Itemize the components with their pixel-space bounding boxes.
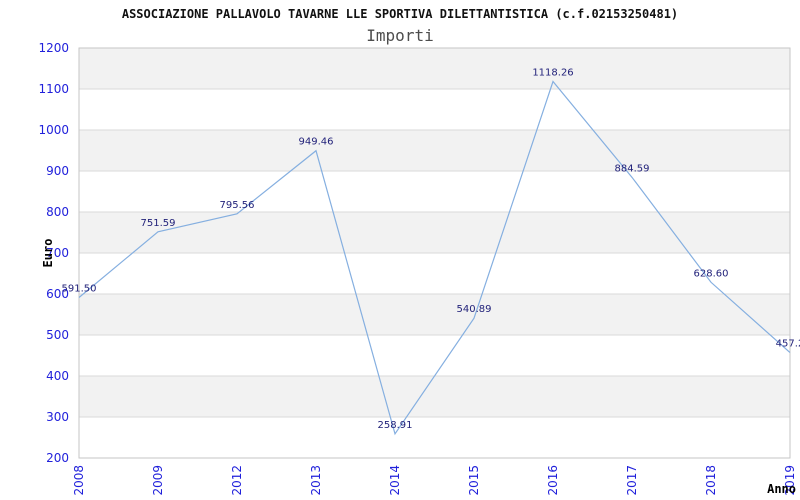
data-point-label: 751.59 — [141, 218, 176, 229]
plot-border — [78, 47, 791, 459]
x-tick-label: 2019 — [783, 465, 797, 496]
x-tick-label: 2015 — [467, 465, 481, 496]
y-tick-label: 800 — [46, 205, 69, 219]
y-tick-label: 500 — [46, 328, 69, 342]
x-tick-label: 2008 — [72, 465, 86, 496]
y-tick-label: 300 — [46, 410, 69, 424]
data-point-label: 1118.26 — [532, 68, 573, 79]
y-tick-label: 200 — [46, 451, 69, 465]
y-tick-label: 600 — [46, 287, 69, 301]
y-tick-label: 1100 — [38, 82, 69, 96]
plot-band — [79, 294, 790, 335]
plot-band — [79, 130, 790, 171]
x-axis-title: Anno — [767, 482, 796, 496]
data-point-label: 258.91 — [378, 420, 413, 431]
data-point-label: 457.2 — [776, 339, 800, 350]
data-point-label: 795.56 — [220, 200, 255, 211]
y-tick-label: 1000 — [38, 123, 69, 137]
chart-title: ASSOCIAZIONE PALLAVOLO TAVARNE LLE SPORT… — [121, 7, 679, 21]
x-tick-label: 2013 — [309, 465, 323, 496]
y-axis-title: Euro — [41, 239, 55, 268]
x-tick-label: 2016 — [546, 465, 560, 496]
plot-band — [79, 212, 790, 253]
data-line — [78, 80, 791, 436]
plot-band — [79, 48, 790, 89]
data-point-label: 884.59 — [615, 163, 650, 174]
x-tick-label: 2017 — [625, 465, 639, 496]
y-tick-label: 1200 — [38, 41, 69, 55]
x-tick-label: 2018 — [704, 465, 718, 496]
x-tick-label: 2014 — [388, 465, 402, 496]
data-point-label: 949.46 — [299, 137, 334, 148]
chart-subtitle: Importi — [366, 26, 434, 45]
y-tick-label: 900 — [46, 164, 69, 178]
x-tick-label: 2009 — [151, 465, 165, 496]
data-point-label: 540.89 — [457, 304, 492, 315]
plot-band — [79, 376, 790, 417]
y-tick-label: 400 — [46, 369, 69, 383]
data-point-label: 591.50 — [62, 283, 97, 294]
x-tick-label: 2012 — [230, 465, 244, 496]
data-point-label: 628.60 — [694, 268, 729, 279]
y-tick-label: 700 — [46, 246, 69, 260]
